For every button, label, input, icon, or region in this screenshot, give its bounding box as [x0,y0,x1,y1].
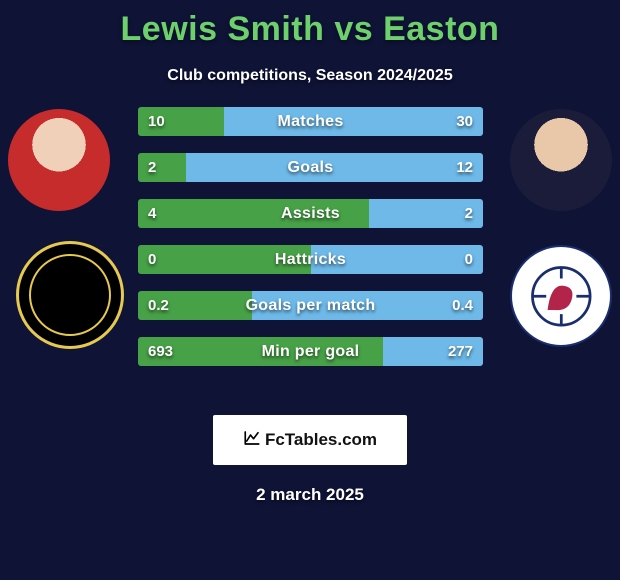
player-right-avatar [510,109,612,211]
date-label: 2 march 2025 [0,485,620,505]
stat-label: Assists [138,199,483,228]
stat-row: 212Goals [138,153,483,182]
stat-label: Goals [138,153,483,182]
stat-row: 0.20.4Goals per match [138,291,483,320]
page-title: Lewis Smith vs Easton [0,10,620,49]
brand-logo-icon [243,429,261,452]
content-area: 1030Matches 212Goals 42Assists 00Hattricks 0… [0,103,620,403]
stat-row: 42Assists [138,199,483,228]
stat-row: 00Hattricks [138,245,483,274]
stat-label: Hattricks [138,245,483,274]
comparison-card: Lewis Smith vs Easton Club competitions,… [0,0,620,580]
club-right-logo-icon [527,262,596,331]
stat-row: 1030Matches [138,107,483,136]
player-left-avatar [8,109,110,211]
branding-badge[interactable]: FcTables.com [213,415,407,465]
stat-label: Min per goal [138,337,483,366]
club-right-badge [510,245,612,347]
brand-text: FcTables.com [265,430,377,450]
stat-label: Goals per match [138,291,483,320]
stat-label: Matches [138,107,483,136]
stat-row: 693277Min per goal [138,337,483,366]
club-left-badge [16,241,124,349]
stats-bars: 1030Matches 212Goals 42Assists 00Hattricks 0… [138,107,483,383]
subtitle: Club competitions, Season 2024/2025 [0,67,620,85]
